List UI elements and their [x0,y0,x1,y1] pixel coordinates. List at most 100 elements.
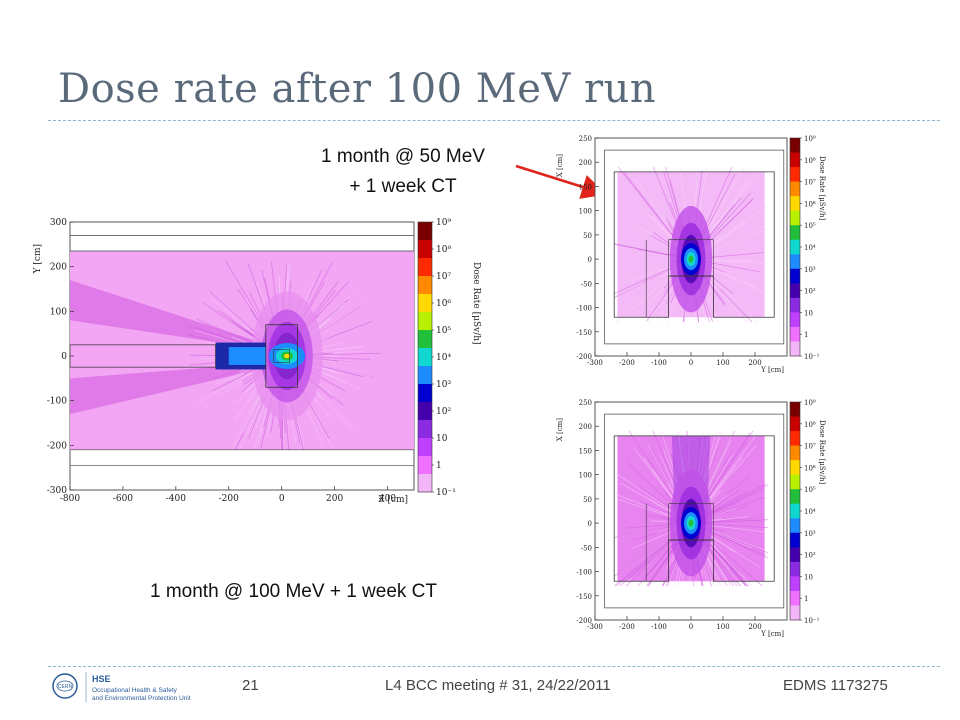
colorbar-swatch [790,312,800,328]
y-tick-label: -200 [47,441,67,451]
colorbar-tick-label: 10⁵ [436,326,451,336]
colorbar-swatch [790,167,800,183]
y-tick-label: -100 [576,305,592,313]
colorbar-tick-label: 10⁸ [804,421,816,429]
y-tick-label: 200 [579,159,592,167]
colorbar-swatch [790,590,800,606]
colorbar-tick-label: 10⁷ [436,272,451,282]
x-tick-label: -800 [60,494,80,504]
colorbar-swatch [790,268,800,284]
x-tick-label: 0 [689,623,693,631]
x-tick-label: 200 [748,359,761,367]
colorbar-tick-label: 10⁴ [436,353,451,363]
x-axis-label: Y [cm] [760,366,784,374]
footer-divider [48,666,940,667]
colorbar: 10⁹ 10⁸ 10⁷ 10⁶ 10⁵ 10⁴ 10³ 10² 10 1 10⁻¹ [417,218,456,498]
y-tick-label: 250 [579,399,592,407]
dose-map-top-view-100mev: -300 -200 -100 0 100 200250200150100500-50-10… [556,399,826,638]
colorbar-swatch [790,605,800,621]
colorbar-swatch [418,330,432,349]
caption-top: 1 month @ 50 MeV + 1 week CT [298,142,508,202]
x-tick-label: -100 [651,359,667,367]
x-tick-label: -200 [219,494,239,504]
colorbar-tick-label: 10⁻¹ [436,488,456,498]
colorbar-swatch [418,366,432,385]
colorbar-swatch [418,222,432,241]
colorbar-tick-label: 10⁷ [804,179,816,187]
colorbar-tick-label: 10⁻¹ [804,617,820,625]
colorbar-swatch [790,326,800,342]
colorbar-tick-label: 10³ [804,530,816,538]
y-tick-label: -50 [581,544,592,552]
colorbar-swatch [790,254,800,270]
y-tick-label: 100 [50,307,67,317]
geometry-outline [604,413,785,609]
colorbar-tick-label: 10² [436,407,451,417]
x-tick-label: -300 [587,359,603,367]
colorbar-tick-label: 1 [436,461,442,471]
slide-title: Dose rate after 100 MeV run [58,66,657,112]
colorbar-swatch [790,152,800,168]
colorbar-tick-label: 10 [804,309,813,317]
logo-line1: Occupational Health & Safety [92,687,178,694]
colorbar-tick-label: 10³ [804,266,816,274]
colorbar-swatch [418,312,432,331]
colorbar-tick-label: 1 [804,595,808,603]
colorbar-swatch [790,225,800,241]
colorbar-label: Dose Rate [μSv/h] [818,420,826,484]
footer-meeting: L4 BCC meeting # 31, 24/22/2011 [385,677,611,694]
axis-ticks: -300 -200 -100 0 100 200250200150100500-50-10… [576,135,761,367]
colorbar-swatch [418,276,432,295]
colorbar-tick-label: 10⁴ [804,244,816,252]
dose-map-top-view-50mev: -300 -200 -100 0 100 200250200150100500-50-10… [556,135,826,374]
colorbar-swatch [790,283,800,299]
colorbar-tick-label: 10 [804,573,813,581]
footer-edms: EDMS 1173275 [783,677,888,694]
y-tick-label: -200 [576,353,592,361]
colorbar-swatch [790,489,800,505]
colorbar-tick-label: 10² [804,288,816,296]
colorbar-swatch [790,532,800,548]
x-axis-label: Z [cm] [378,495,408,505]
x-tick-label: 400 [379,494,396,504]
dose-map-side-view: -800 -600 -400 -200 0 200 400 300 200 100 0 -100 -20… [33,218,481,505]
y-axis-label: X [cm] [556,418,564,441]
y-tick-label: -100 [576,569,592,577]
y-tick-label: -200 [576,617,592,625]
colorbar-swatch [790,576,800,592]
y-axis-label: Y [cm] [33,244,43,274]
caption-top-line1: 1 month @ 50 MeV [321,146,485,167]
y-axis-label: X [cm] [556,154,564,177]
colorbar-swatch [418,438,432,457]
colorbar-swatch [790,210,800,226]
colorbar-tick-label: 10² [804,552,816,560]
logo-hse-text: HSE [92,674,111,684]
colorbar-tick-label: 10⁵ [804,222,816,230]
x-tick-label: -600 [113,494,133,504]
x-tick-label: -200 [619,623,635,631]
colorbar-swatch [418,294,432,313]
x-tick-label: -200 [619,359,635,367]
colorbar-swatch [790,402,800,418]
colorbar-tick-label: 10⁶ [804,200,816,208]
colorbar-tick-label: 10⁻¹ [804,353,820,361]
colorbar-swatch [790,460,800,476]
axis-ticks: -300 -200 -100 0 100 200250200150100500-50-10… [576,399,761,631]
x-tick-label: 200 [326,494,343,504]
colorbar-tick-label: 10⁷ [804,443,816,451]
y-tick-label: -100 [47,397,67,407]
y-tick-label: 200 [579,423,592,431]
y-tick-label: -150 [576,329,592,337]
colorbar-swatch [790,503,800,519]
x-tick-label: 100 [716,623,729,631]
x-tick-label: 200 [748,623,761,631]
colorbar-swatch [790,561,800,577]
colorbar-swatch [790,181,800,197]
colorbar-swatch [418,456,432,475]
colorbar-swatch [790,239,800,255]
y-tick-label: -300 [47,486,67,496]
x-tick-label: 0 [279,494,285,504]
colorbar-swatch [418,384,432,403]
y-tick-label: 0 [588,520,592,528]
